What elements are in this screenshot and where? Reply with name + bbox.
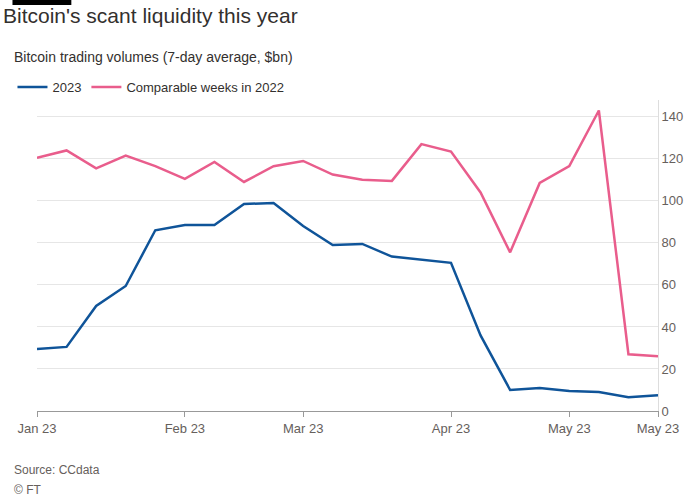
svg-text:40: 40 bbox=[662, 320, 676, 335]
svg-text:Comparable weeks in 2022: Comparable weeks in 2022 bbox=[126, 80, 284, 95]
svg-text:0: 0 bbox=[662, 404, 669, 419]
svg-text:Jan 23: Jan 23 bbox=[17, 421, 56, 436]
svg-text:60: 60 bbox=[662, 277, 676, 292]
svg-text:120: 120 bbox=[662, 151, 684, 166]
svg-text:Source: CCdata: Source: CCdata bbox=[14, 463, 100, 477]
svg-text:Apr 23: Apr 23 bbox=[432, 421, 470, 436]
svg-text:May 23: May 23 bbox=[548, 421, 591, 436]
svg-text:Mar 23: Mar 23 bbox=[283, 421, 323, 436]
svg-text:Bitcoin trading volumes (7-day: Bitcoin trading volumes (7-day average, … bbox=[14, 49, 293, 65]
svg-text:100: 100 bbox=[662, 193, 684, 208]
svg-text:Bitcoin's scant liquidity this: Bitcoin's scant liquidity this year bbox=[3, 4, 298, 27]
svg-text:Feb 23: Feb 23 bbox=[165, 421, 205, 436]
svg-text:80: 80 bbox=[662, 235, 676, 250]
svg-text:20: 20 bbox=[662, 362, 676, 377]
svg-text:2023: 2023 bbox=[52, 80, 81, 95]
svg-text:© FT: © FT bbox=[14, 483, 42, 497]
svg-text:140: 140 bbox=[662, 109, 684, 124]
svg-text:May 23: May 23 bbox=[637, 421, 680, 436]
